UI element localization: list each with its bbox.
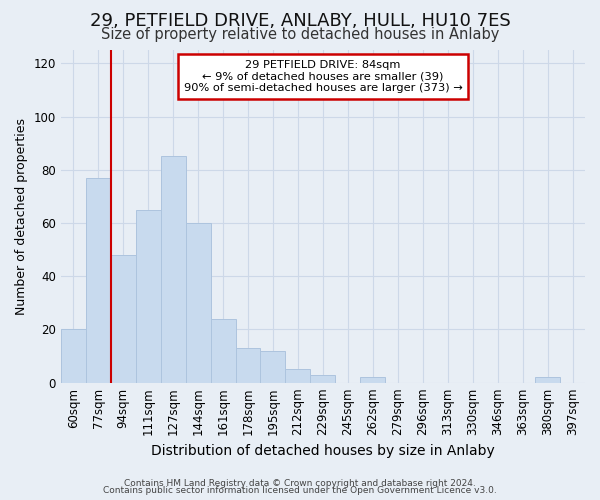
Bar — [86, 178, 111, 382]
Bar — [361, 378, 385, 382]
Bar — [185, 223, 211, 382]
Text: Size of property relative to detached houses in Anlaby: Size of property relative to detached ho… — [101, 28, 499, 42]
Text: 29 PETFIELD DRIVE: 84sqm
← 9% of detached houses are smaller (39)
90% of semi-de: 29 PETFIELD DRIVE: 84sqm ← 9% of detache… — [184, 60, 462, 93]
Text: Contains HM Land Registry data © Crown copyright and database right 2024.: Contains HM Land Registry data © Crown c… — [124, 478, 476, 488]
Bar — [535, 378, 560, 382]
Bar — [136, 210, 161, 382]
Text: 29, PETFIELD DRIVE, ANLABY, HULL, HU10 7ES: 29, PETFIELD DRIVE, ANLABY, HULL, HU10 7… — [89, 12, 511, 30]
X-axis label: Distribution of detached houses by size in Anlaby: Distribution of detached houses by size … — [151, 444, 495, 458]
Y-axis label: Number of detached properties: Number of detached properties — [15, 118, 28, 315]
Bar — [310, 374, 335, 382]
Bar — [61, 330, 86, 382]
Bar — [236, 348, 260, 382]
Bar — [286, 370, 310, 382]
Bar — [161, 156, 185, 382]
Text: Contains public sector information licensed under the Open Government Licence v3: Contains public sector information licen… — [103, 486, 497, 495]
Bar — [211, 319, 236, 382]
Bar — [111, 255, 136, 382]
Bar — [260, 350, 286, 382]
